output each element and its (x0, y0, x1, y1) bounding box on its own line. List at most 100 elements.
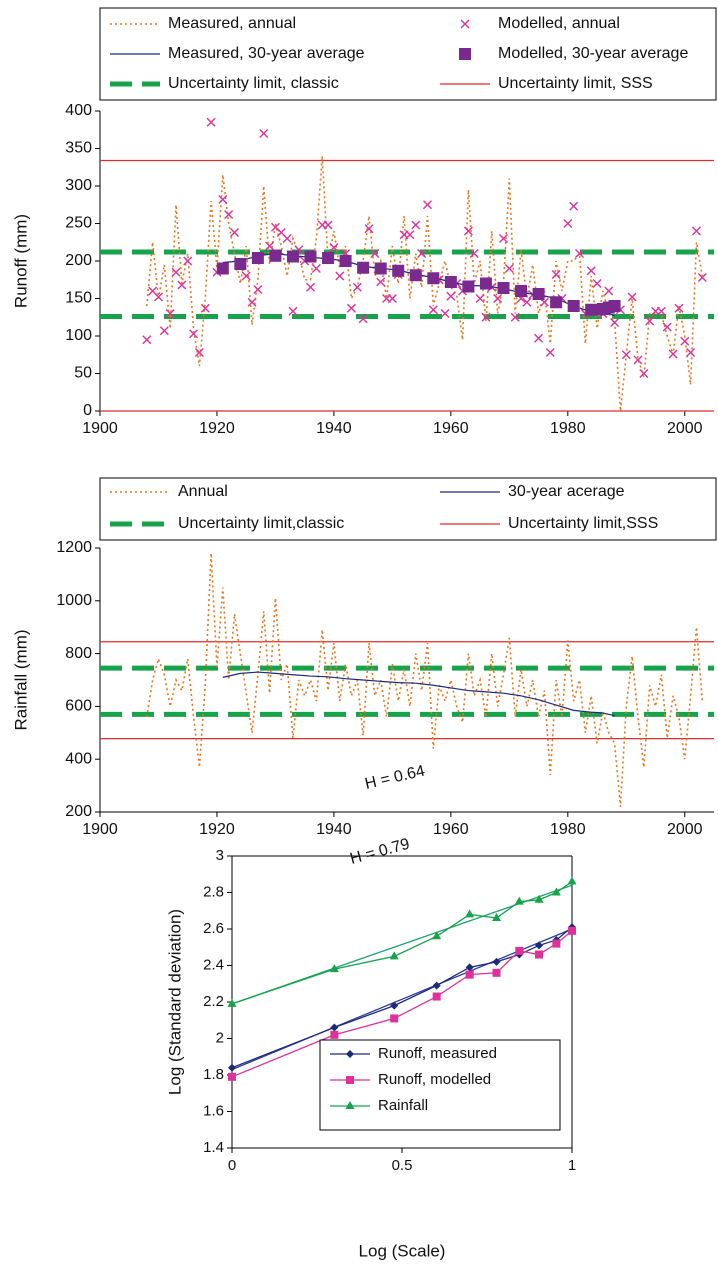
y-tick-label: 100 (65, 327, 92, 344)
cross-marker (545, 348, 555, 357)
cross-marker (265, 241, 275, 251)
cross-marker (370, 249, 380, 258)
y-tick-label: 300 (65, 177, 92, 194)
cross-marker (329, 243, 339, 252)
y-axis-title: Runoff (mm) (11, 214, 30, 308)
square-marker (535, 950, 544, 959)
cross-marker (417, 249, 427, 258)
cross-marker (194, 348, 204, 357)
square-marker (550, 296, 563, 309)
legend-label: 30-year acerage (508, 483, 625, 500)
legend-item: Modelled, 30-year average (459, 45, 688, 62)
cross-marker (697, 273, 707, 282)
y-tick-label: 800 (65, 645, 92, 662)
cross-marker (656, 306, 666, 316)
x-tick-label: 1900 (82, 821, 118, 838)
cross-marker (668, 349, 678, 359)
y-tick-label: 600 (65, 698, 92, 715)
cross-marker (218, 195, 228, 204)
square-marker (346, 1076, 354, 1084)
triangle-marker (345, 1101, 355, 1109)
legend-item: 30-year acerage (440, 483, 625, 500)
square-marker (462, 280, 475, 293)
cross-marker (469, 249, 479, 258)
y-tick-label: 2.4 (203, 956, 224, 973)
legend-label: Uncertainty limit, SSS (498, 75, 653, 92)
triangle-marker (389, 951, 399, 960)
legend-item: Uncertainty limit,SSS (440, 515, 658, 532)
square-marker (585, 303, 598, 316)
cross-marker (259, 129, 269, 138)
x-tick-label: 1940 (316, 821, 352, 838)
cross-marker (387, 294, 397, 303)
diamond-marker (330, 1023, 339, 1032)
cross-marker (510, 312, 520, 322)
square-marker (409, 269, 422, 282)
cross-marker (592, 279, 602, 288)
cross-marker (352, 282, 362, 292)
triangle-marker (551, 887, 561, 896)
legend-item: Uncertainty limit,classic (110, 515, 344, 532)
legend-label: Runoff, measured (378, 1045, 497, 1062)
legend-label: Uncertainty limit, classic (168, 75, 339, 92)
x-tick-label: 1980 (550, 821, 586, 838)
legend-item: Rainfall (330, 1097, 428, 1114)
legend-label: Annual (178, 483, 228, 500)
legend-label: Rainfall (378, 1097, 428, 1114)
legend-item: Annual (110, 483, 228, 500)
series-line (222, 671, 615, 717)
triangle-marker (567, 876, 577, 885)
triangle-marker (465, 909, 475, 918)
square-marker (357, 261, 370, 274)
x-tick-label: 2000 (667, 821, 703, 838)
cross-marker (639, 369, 649, 378)
square-marker (269, 249, 282, 262)
square-marker (228, 1072, 236, 1081)
cross-marker (604, 286, 614, 296)
triangle-marker (432, 931, 442, 940)
cross-marker (189, 329, 199, 339)
y-tick-label: 50 (74, 365, 92, 382)
square-marker (608, 300, 621, 312)
cross-marker (346, 303, 356, 313)
cross-marker (680, 336, 690, 346)
cross-marker (183, 256, 193, 266)
series-line (231, 881, 573, 1005)
cross-marker (586, 266, 596, 276)
legend-label: Measured, annual (168, 15, 296, 32)
cross-marker (428, 305, 438, 315)
cross-marker (230, 228, 239, 237)
y-axis-title: Rainfall (mm) (11, 629, 30, 730)
legend-item: Runoff, modelled (330, 1071, 491, 1088)
square-marker (234, 258, 247, 270)
legend-box (319, 1039, 561, 1131)
square-marker (568, 926, 576, 935)
square-marker (552, 939, 561, 948)
x-tick-label: 0.5 (392, 1157, 413, 1174)
y-tick-label: 1200 (56, 539, 92, 556)
y-tick-label: 1000 (56, 592, 92, 609)
x-tick-label: 1920 (199, 821, 235, 838)
square-marker (497, 282, 510, 294)
cross-marker (159, 326, 169, 336)
cross-marker (691, 226, 701, 236)
square-marker (444, 276, 457, 288)
cross-marker (563, 219, 573, 228)
y-tick-label: 2.6 (203, 920, 224, 937)
cross-marker (621, 350, 631, 360)
y-axis-title: Log (Standard deviation) (165, 909, 184, 1095)
diamond-marker (228, 1063, 236, 1072)
square-marker (427, 272, 440, 285)
x-tick-label: 1940 (316, 420, 352, 437)
square-marker (465, 970, 474, 979)
cross-marker (253, 285, 263, 294)
diamond-marker (535, 941, 544, 950)
triangle-marker (492, 913, 502, 922)
y-tick-label: 1.8 (203, 1066, 224, 1083)
series-line (231, 930, 573, 1078)
cross-marker (440, 309, 450, 318)
cross-marker (422, 200, 432, 210)
legend-item: Measured, 30-year average (110, 45, 365, 62)
cross-marker (323, 220, 333, 230)
